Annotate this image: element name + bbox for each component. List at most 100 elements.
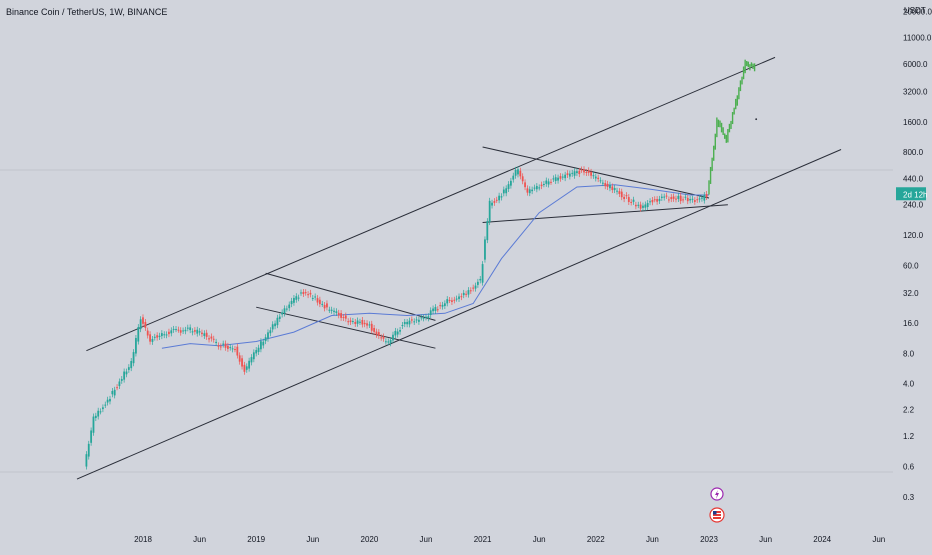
time-tick-label: Jun	[646, 535, 659, 544]
candle	[300, 289, 302, 296]
candle	[505, 185, 508, 197]
price-tick-label: 11000.0	[903, 34, 932, 43]
candle-body	[469, 290, 472, 292]
candle-body	[90, 430, 93, 443]
candle-body	[410, 319, 413, 321]
candle-body	[222, 343, 225, 345]
candle-body	[231, 348, 234, 350]
candle-body	[392, 334, 394, 341]
candle-body	[113, 389, 116, 396]
candle	[701, 194, 703, 202]
candle-body	[337, 312, 340, 316]
candle-body	[396, 331, 399, 335]
candle-body	[576, 171, 578, 174]
candle	[580, 166, 583, 173]
candle-body	[351, 321, 354, 323]
candle-body	[212, 338, 215, 340]
candle	[368, 321, 371, 329]
candle-body	[634, 204, 637, 207]
candle	[627, 194, 630, 205]
axis-unit-label: USDT	[904, 6, 926, 15]
candle-body	[326, 303, 328, 308]
candle	[347, 318, 350, 326]
candle-body	[373, 327, 376, 332]
candle-body	[547, 181, 550, 185]
candle	[337, 309, 340, 319]
candle-body	[264, 337, 267, 342]
candle-body	[389, 339, 392, 344]
candle-body	[111, 390, 114, 395]
candle-body	[476, 281, 479, 285]
candle	[156, 332, 159, 341]
candle-body	[540, 184, 543, 187]
candle	[227, 342, 229, 352]
candle-body	[455, 298, 458, 300]
candle-body	[342, 316, 345, 319]
candle	[462, 289, 465, 299]
candle-body	[170, 330, 173, 334]
candle-body	[689, 198, 692, 201]
candle-body	[132, 352, 135, 364]
candle-body	[210, 336, 213, 339]
price-tick-label: 3200.0	[903, 88, 928, 97]
candle-body	[153, 336, 156, 338]
candle	[439, 302, 442, 310]
candle	[94, 412, 97, 422]
grid	[0, 169, 893, 473]
countdown-badge-label: 2d 12h	[903, 190, 927, 199]
candle-body	[675, 198, 677, 200]
candle	[309, 289, 312, 298]
candle-body	[215, 341, 218, 344]
candle-body	[413, 321, 416, 323]
candle-body	[521, 176, 524, 182]
candle-body	[439, 305, 442, 307]
candle	[92, 413, 95, 436]
candle	[514, 166, 517, 179]
candle	[465, 290, 467, 298]
candle-body	[500, 196, 503, 198]
candle	[208, 335, 210, 343]
candle	[316, 295, 319, 306]
candle	[630, 198, 633, 206]
candle	[389, 336, 392, 347]
candle	[663, 193, 666, 201]
candle-body	[262, 341, 265, 346]
us-flag-event-icon	[709, 507, 725, 523]
candle	[160, 330, 163, 340]
candle	[677, 192, 680, 202]
candle	[576, 168, 578, 177]
candle	[116, 384, 118, 391]
candle-body	[653, 199, 656, 201]
candle-body	[168, 331, 170, 335]
candle	[137, 324, 140, 345]
time-axis[interactable]: 2018 Jun 2019 Jun 2020 Jun 2021 Jun 2022 Jun 2023 J…	[134, 535, 885, 544]
candle	[210, 333, 213, 342]
candle-body	[288, 304, 291, 309]
candle	[361, 317, 364, 328]
price-tick-label: 440.0	[903, 174, 924, 183]
candle	[158, 332, 161, 341]
candle	[410, 316, 413, 324]
candle-body	[691, 198, 694, 200]
time-tick-label: Jun	[306, 535, 319, 544]
candle	[234, 346, 236, 353]
candle-body	[380, 337, 383, 339]
candle	[149, 331, 151, 345]
candle-body	[585, 172, 588, 174]
candle-body	[271, 324, 274, 330]
candle	[382, 333, 385, 342]
candle-body	[481, 264, 484, 283]
candle-body	[330, 309, 333, 311]
candle	[201, 329, 203, 338]
time-tick-label: 2023	[700, 535, 718, 544]
candle	[217, 342, 220, 350]
candle	[375, 328, 378, 338]
candle	[257, 344, 260, 356]
trendline-channel-upper	[86, 56, 776, 352]
candle-body	[460, 296, 463, 298]
candle-body	[446, 299, 449, 304]
candle	[571, 169, 574, 177]
candle-body	[495, 199, 498, 201]
